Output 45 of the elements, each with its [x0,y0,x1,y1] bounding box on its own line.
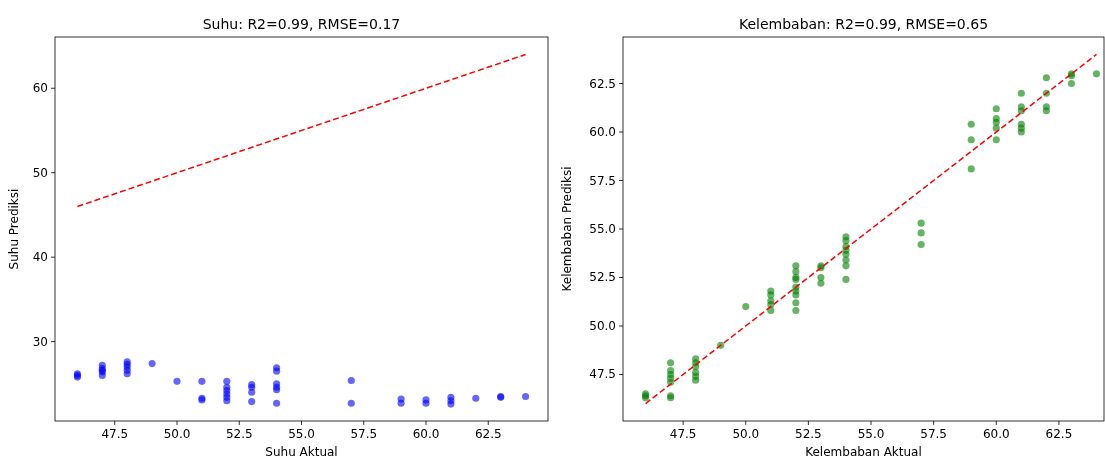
y-tick-label: 52.5 [589,270,616,285]
y-tick-label: 50 [32,165,48,180]
point [347,376,355,385]
point [248,398,256,406]
x-tick-label: 60.0 [982,427,1010,441]
point [173,377,181,385]
y-tick-label: 60 [32,81,48,96]
y-tick-label: 62.5 [589,76,616,91]
x-tick-label: 57.5 [920,427,948,441]
chart-title: Suhu: R2=0.99, RMSE=0.17 [202,16,401,32]
x-tick-label: 62.5 [1045,427,1073,441]
point [223,397,231,405]
x-tick-label: 60.0 [412,427,440,441]
x-tick-label: 57.5 [350,427,378,441]
point [472,394,480,402]
x-tick-label: 50.0 [732,427,760,441]
point [248,388,256,396]
x-tick-label: 52.5 [795,427,822,441]
y-tick-label: 30 [32,334,48,349]
x-axis-title: Suhu Aktual [265,445,338,459]
x-tick-label: 55.0 [288,427,315,441]
point [347,399,355,407]
point [522,392,530,401]
x-axis-title: Kelembaban Aktual [805,445,922,459]
y-tick-label: 50.0 [589,318,616,333]
chart-title: Kelembaban: R2=0.99, RMSE=0.65 [738,16,989,32]
y-axis-title: Suhu Prediksi [7,188,21,270]
x-tick-label: 50.0 [163,427,191,441]
point [148,360,156,368]
point [223,377,231,385]
point [397,399,405,407]
y-tick-label: 47.5 [589,367,616,382]
x-tick-label: 52.5 [225,427,253,441]
point [123,370,131,378]
point [198,377,206,385]
y-tick-label: 60.0 [589,125,616,140]
y-tick-label: 57.5 [589,173,616,188]
x-tick-label: 47.5 [101,427,129,441]
x-tick-label: 62.5 [474,427,502,441]
point [273,399,281,407]
y-axis-title: Kelembaban Prediksi [560,166,574,292]
y-tick-label: 55.0 [589,222,616,236]
x-tick-label: 55.0 [857,427,885,441]
y-tick-label: 40 [32,250,48,265]
x-tick-label: 47.5 [669,427,697,441]
